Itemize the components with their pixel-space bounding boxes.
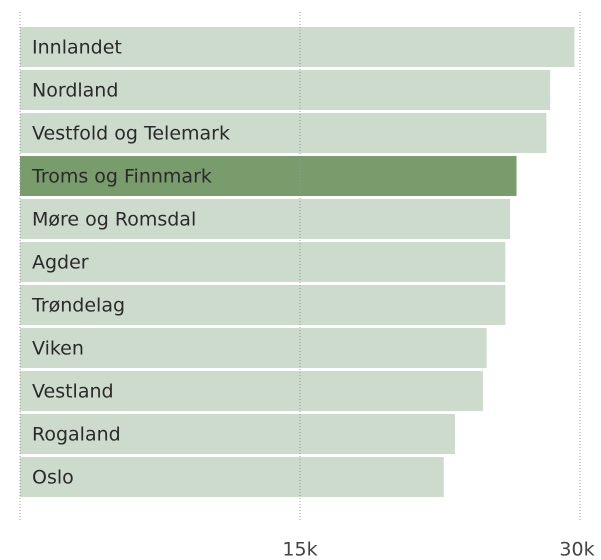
bar-label: Viken (32, 338, 84, 360)
bar (20, 457, 444, 497)
bar-label: Vestland (32, 381, 114, 403)
bar-label: Oslo (32, 467, 74, 489)
x-tick-label: 30k (559, 539, 594, 560)
bar-label: Innlandet (32, 37, 122, 59)
bar (20, 414, 455, 454)
bar (20, 27, 575, 67)
bar-label: Møre og Romsdal (32, 209, 196, 231)
bar (20, 70, 551, 110)
bar (20, 371, 483, 411)
bar (20, 285, 506, 325)
bar (20, 199, 510, 239)
bar-label: Vestfold og Telemark (32, 123, 230, 145)
bar-label: Agder (32, 252, 89, 274)
bar-label: Trøndelag (31, 295, 125, 317)
bar-label: Troms og Finnmark (31, 166, 212, 188)
bar-label: Rogaland (32, 424, 121, 446)
bar (20, 113, 547, 153)
x-tick-label: 15k (282, 539, 317, 560)
bar (20, 156, 517, 196)
bar (20, 328, 487, 368)
bar-label: Nordland (32, 80, 118, 102)
bar (20, 242, 506, 282)
